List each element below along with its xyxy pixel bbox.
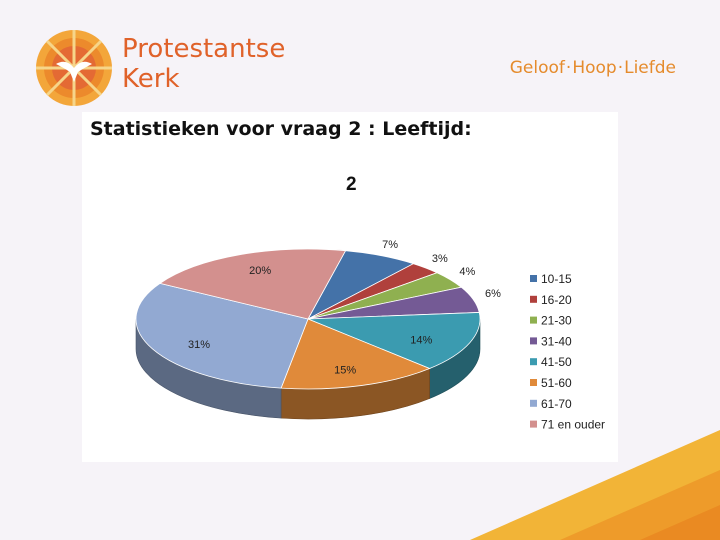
tagline-separator: · [565, 58, 572, 78]
legend-label-16-20: 16-20 [541, 293, 572, 307]
legend-label-71 en ouder: 71 en ouder [541, 418, 605, 432]
data-label-51-60: 15% [334, 365, 356, 377]
data-label-10-15: 7% [382, 239, 398, 251]
legend-swatch-71 en ouder [530, 420, 537, 428]
brand-name: Protestantse Kerk [122, 34, 285, 94]
question-number: 2 [346, 174, 357, 195]
legend-swatch-31-40 [530, 337, 537, 345]
legend-swatch-21-30 [530, 316, 537, 324]
legend-swatch-10-15 [530, 275, 537, 282]
chart-legend: 10-15 16-20 21-30 31-40 41-50 51-60 61-70 71 en… [530, 272, 605, 432]
chart-panel: Statistieken voor vraag 2 : Leeftijd: 2 … [82, 112, 618, 462]
data-label-21-30: 4% [459, 266, 475, 278]
legend-label-10-15: 10-15 [541, 272, 572, 286]
pie-labels: 7% 3% 4% 6% 14% 15% 31% 20% [188, 239, 501, 377]
pie-slice-41-50 [307, 312, 481, 369]
data-label-41-50: 14% [410, 335, 432, 347]
data-label-61-70: 31% [188, 339, 210, 351]
legend-label-31-40: 31-40 [541, 334, 572, 348]
legend-swatch-51-60 [530, 379, 537, 386]
pie-slice-71 en ouder [158, 248, 347, 320]
brand-name-line2: Kerk [122, 64, 180, 94]
tagline-word-3: Liefde [624, 58, 676, 78]
tagline-word-2: Hoop [572, 58, 617, 78]
legend-label-61-70: 61-70 [541, 397, 572, 411]
tagline-separator: · [617, 58, 624, 78]
brand-name-line1: Protestantse [122, 34, 286, 64]
data-label-16-20: 3% [432, 253, 448, 265]
legend-label-41-50: 41-50 [541, 355, 572, 369]
legend-swatch-41-50 [530, 358, 537, 366]
tagline: Geloof·Hoop·Liefde [510, 58, 676, 78]
slide-heading: Statistieken voor vraag 2 : Leeftijd: [90, 118, 472, 140]
legend-swatch-16-20 [530, 295, 537, 303]
legend-label-51-60: 51-60 [541, 376, 572, 390]
legend-label-21-30: 21-30 [541, 314, 572, 328]
pie-slice-51-60 [280, 318, 431, 390]
legend-swatch-61-70 [530, 399, 537, 407]
data-label-31-40: 6% [485, 288, 501, 300]
dove-sun-icon [36, 30, 112, 106]
pie-slice-61-70 [135, 282, 309, 389]
pie-sides [135, 318, 481, 420]
data-label-71 en ouder: 20% [249, 265, 271, 277]
tagline-word-1: Geloof [509, 58, 565, 78]
pie-tops [135, 248, 481, 390]
pie-chart: 7% 3% 4% 6% 14% 15% 31% 20% 10-15 16-20 21-30 31-40… [135, 239, 605, 432]
